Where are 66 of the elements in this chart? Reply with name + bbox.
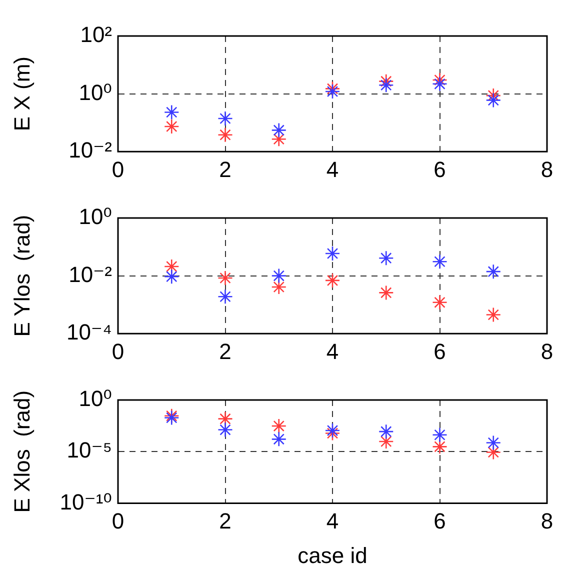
y-tick-label: 10⁻² [68, 138, 112, 163]
y-tick-label: 10² [80, 22, 112, 48]
point [378, 434, 394, 450]
x-tick-label: 4 [326, 338, 339, 364]
point [486, 435, 502, 450]
x-tick-label: 2 [219, 338, 232, 364]
point [164, 258, 180, 274]
point [218, 127, 233, 142]
point [432, 294, 448, 310]
point [432, 76, 448, 92]
y-axis-title: E X (m) [9, 56, 34, 132]
point [486, 444, 502, 460]
x-tick-label: 0 [112, 338, 124, 364]
y-tick-label: 10⁻⁴ [66, 320, 112, 345]
x-tick-label: 8 [540, 156, 554, 182]
point [324, 84, 340, 100]
point [218, 411, 233, 426]
x-tick-label: 0 [112, 508, 124, 534]
x-axis-title: case id [298, 542, 368, 568]
point [378, 77, 394, 93]
y-tick-label: 10⁻⁵ [66, 438, 112, 463]
y-tick-label: 10⁻² [68, 262, 112, 287]
x-tick-label: 8 [540, 338, 554, 364]
point [432, 427, 448, 442]
point [218, 422, 233, 438]
point [486, 92, 502, 108]
y-tick-label: 10⁰ [78, 386, 112, 412]
point [432, 72, 448, 88]
point [271, 279, 287, 295]
point [218, 270, 233, 286]
point [486, 307, 502, 322]
point [378, 285, 394, 300]
point [164, 118, 180, 134]
point [486, 264, 502, 280]
point [324, 426, 340, 441]
x-tick-label: 6 [434, 338, 446, 364]
y-tick-label: 10⁻¹⁰ [60, 489, 112, 514]
point [164, 104, 180, 120]
point [218, 288, 233, 304]
x-tick-label: 4 [326, 156, 339, 182]
y-axis-title: E Xlos (rad) [9, 390, 34, 513]
point [324, 272, 340, 288]
x-tick-label: 0 [112, 156, 124, 182]
point [218, 110, 233, 126]
point [432, 439, 448, 454]
x-tick-label: 4 [326, 508, 339, 534]
point [432, 254, 448, 270]
x-tick-label: 2 [219, 156, 232, 182]
point [271, 268, 287, 284]
point [271, 418, 287, 434]
x-tick-label: 6 [434, 156, 446, 182]
y-axis-title: E Ylos (rad) [9, 214, 34, 337]
point [271, 122, 287, 138]
x-tick-label: 8 [540, 508, 554, 534]
y-tick-label: 10⁰ [78, 204, 112, 230]
point [378, 250, 394, 266]
y-tick-label: 10⁰ [78, 80, 112, 105]
point [324, 246, 340, 262]
point [164, 268, 180, 284]
point [324, 422, 340, 438]
point [378, 424, 394, 440]
point [271, 432, 287, 447]
x-tick-label: 6 [434, 508, 446, 534]
point [324, 81, 340, 96]
point [378, 74, 394, 89]
x-tick-label: 2 [219, 508, 232, 534]
